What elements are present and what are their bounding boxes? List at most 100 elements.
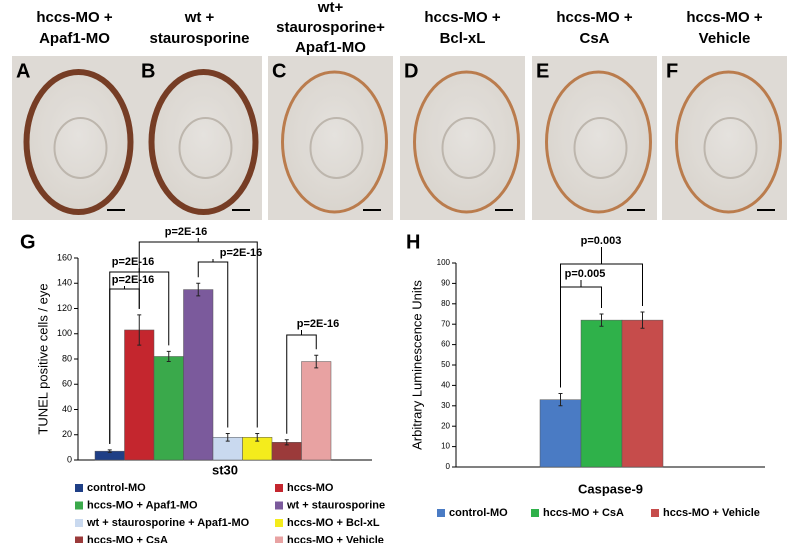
legend-label: hccs-MO + Bcl-xL <box>287 517 380 529</box>
bar <box>539 399 582 468</box>
y-tick-label: 30 <box>441 401 450 410</box>
y-tick-label: 60 <box>62 379 72 389</box>
legend-swatch <box>275 484 283 492</box>
y-tick-label: 160 <box>57 252 72 262</box>
bar <box>153 356 184 461</box>
panel-header: staurosporine <box>149 30 249 47</box>
y-tick-label: 140 <box>57 278 72 288</box>
significance-bracket <box>560 247 643 388</box>
eye-tissue <box>545 70 652 214</box>
panel-label: E <box>536 60 549 82</box>
eye-tissue <box>148 69 259 215</box>
error-bar <box>599 313 604 327</box>
p-value-label: p=2E-16 <box>297 318 340 330</box>
x-category-label: st30 <box>212 462 238 477</box>
legend-label: control-MO <box>87 482 146 494</box>
legend-label: wt + staurosporine <box>286 499 385 511</box>
panel-header: CsA <box>579 30 609 47</box>
chart-panel-label: G <box>20 231 36 253</box>
error-bar <box>558 393 563 407</box>
error-bar <box>284 439 289 446</box>
panel-header: hccs-MO + <box>424 9 501 26</box>
lens <box>53 117 108 179</box>
panel-label: D <box>404 60 418 82</box>
legend-swatch <box>75 519 83 527</box>
panel-header: Apaf1-MO <box>39 30 110 47</box>
panel-header: wt + <box>184 9 215 26</box>
y-tick-label: 20 <box>441 421 450 430</box>
legend-label: wt + staurosporine + Apaf1-MO <box>86 517 250 529</box>
bar <box>621 319 664 468</box>
y-tick-label: 20 <box>62 429 72 439</box>
error-bar <box>107 449 112 453</box>
legend-swatch <box>75 536 83 543</box>
panel-header: hccs-MO + <box>686 9 763 26</box>
legend-swatch <box>531 509 539 517</box>
eye-tissue <box>675 70 782 214</box>
significance-bracket <box>286 330 317 434</box>
y-tick-label: 0 <box>446 462 451 471</box>
y-tick-label: 60 <box>441 340 450 349</box>
legend-swatch <box>275 536 283 543</box>
legend-swatch <box>651 509 659 517</box>
error-bar <box>640 311 645 329</box>
bar <box>124 329 155 461</box>
y-tick-label: 40 <box>62 404 72 414</box>
lens <box>703 117 758 179</box>
legend-swatch <box>75 501 83 510</box>
bar <box>183 289 214 461</box>
significance-bracket <box>138 238 258 428</box>
legend-label: control-MO <box>449 507 508 519</box>
error-bar <box>314 354 319 369</box>
panel-label: C <box>272 60 286 82</box>
y-tick-label: 0 <box>67 454 72 464</box>
legend-label: hccs-MO + CsA <box>543 507 624 519</box>
legend-label: hccs-MO + Vehicle <box>663 507 760 519</box>
legend-label: hccs-MO <box>287 482 334 494</box>
p-value-label: p=0.003 <box>581 235 622 247</box>
y-tick-label: 100 <box>437 258 451 267</box>
panel-header: Vehicle <box>699 30 751 47</box>
y-tick-label: 100 <box>57 328 72 338</box>
y-tick-label: 70 <box>441 319 450 328</box>
y-axis-title: TUNEL positive cells / eye <box>35 283 50 434</box>
eye-tissue <box>281 70 388 214</box>
y-tick-label: 50 <box>441 360 450 369</box>
legend-swatch <box>437 509 445 517</box>
p-value-label: p=2E-16 <box>112 256 155 268</box>
x-category-label: Caspase-9 <box>578 481 643 496</box>
panel-header: hccs-MO + <box>36 9 113 26</box>
legend-swatch <box>275 501 283 510</box>
p-value-label: p=2E-16 <box>220 247 263 259</box>
panel-header: wt+ <box>317 0 344 16</box>
lens <box>309 117 364 179</box>
error-bar <box>137 314 142 346</box>
error-bar <box>196 282 201 297</box>
error-bar <box>255 432 260 442</box>
error-bar <box>166 350 171 363</box>
y-axis-title: Arbitrary Luminescence Units <box>409 280 424 450</box>
panel-header: staurosporine+ <box>276 19 385 36</box>
p-value-label: p=2E-16 <box>112 274 155 286</box>
legend-label: hccs-MO + Apaf1-MO <box>87 499 198 511</box>
legend-swatch <box>275 519 283 527</box>
y-tick-label: 80 <box>441 299 450 308</box>
eye-tissue <box>23 69 134 215</box>
panel-label: A <box>16 60 30 82</box>
y-tick-label: 120 <box>57 303 72 313</box>
y-tick-label: 40 <box>441 381 450 390</box>
panel-label: F <box>666 60 678 82</box>
y-tick-label: 80 <box>62 353 72 363</box>
panel-header: Apaf1-MO <box>295 39 366 56</box>
panel-header: Bcl-xL <box>440 30 486 47</box>
p-value-label: p=0.005 <box>565 268 606 280</box>
panel-label: B <box>141 60 155 82</box>
lens <box>178 117 233 179</box>
eye-tissue <box>413 70 520 214</box>
p-value-label: p=2E-16 <box>165 226 208 238</box>
y-tick-label: 90 <box>441 279 450 288</box>
y-tick-label: 10 <box>441 442 450 451</box>
lens <box>441 117 496 179</box>
legend-label: hccs-MO + CsA <box>87 534 168 543</box>
